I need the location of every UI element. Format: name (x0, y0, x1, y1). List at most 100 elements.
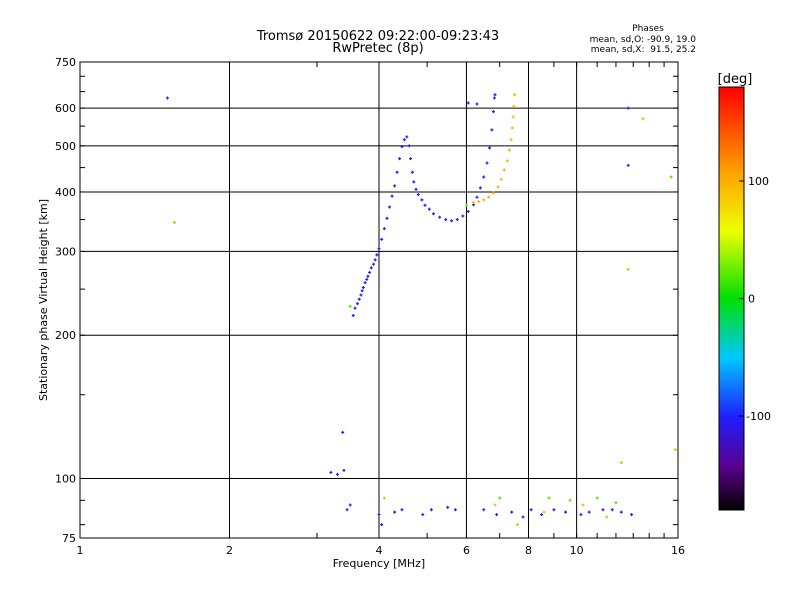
colorbar-tick-label: 100 (748, 175, 769, 188)
data-point-O (351, 314, 355, 318)
y-tick-label: 750 (55, 56, 76, 69)
data-point-X (487, 195, 491, 199)
y-tick-label: 300 (55, 245, 76, 258)
data-point-O (482, 508, 486, 512)
data-point-O (377, 513, 381, 517)
x-tick-label: 2 (226, 544, 233, 557)
data-point-X (507, 148, 511, 152)
x-tick-label: 4 (376, 544, 383, 557)
data-point-O (165, 96, 169, 100)
data-point-O (341, 430, 345, 434)
colorbar-tick-label: 0 (748, 293, 755, 306)
data-point-O (393, 510, 397, 514)
data-point-O (466, 209, 470, 213)
data-point-O (363, 281, 367, 285)
data-point-X (511, 115, 515, 119)
data-point-O (368, 270, 372, 274)
data-point-scatter (614, 501, 618, 505)
data-point-O (382, 227, 386, 231)
data-point-O (393, 184, 397, 188)
data-point-O (353, 306, 357, 310)
data-point-X (605, 515, 609, 519)
data-points (165, 93, 677, 527)
data-point-X (472, 201, 476, 205)
data-point-O (493, 93, 497, 97)
data-point-O (400, 145, 404, 149)
data-point-scatter (568, 498, 572, 502)
y-tick-label: 100 (55, 473, 76, 486)
data-point-scatter (669, 175, 673, 179)
data-point-O (366, 274, 370, 278)
data-point-O (336, 472, 340, 476)
data-point-O (485, 161, 489, 165)
data-point-O (492, 96, 496, 100)
data-point-X (515, 523, 519, 527)
data-point-X (477, 199, 481, 203)
data-point-X (491, 191, 495, 195)
data-point-O (461, 214, 465, 218)
data-point-O (510, 510, 514, 514)
data-point-scatter (547, 496, 551, 500)
data-point-O (495, 513, 499, 517)
y-tick-label: 75 (62, 532, 76, 545)
y-tick-label: 200 (55, 329, 76, 342)
data-point-O (478, 186, 482, 190)
x-axis-label: Frequency [MHz] (333, 557, 425, 570)
data-point-O (360, 289, 364, 293)
data-point-scatter (498, 496, 502, 500)
data-point-O (365, 277, 369, 281)
x-tick-label: 8 (525, 544, 532, 557)
data-point-X (382, 496, 386, 500)
data-point-O (521, 515, 525, 519)
data-point-O (446, 505, 450, 509)
data-point-O (423, 203, 427, 207)
data-point-O (455, 218, 459, 222)
data-point-O (450, 219, 454, 223)
data-point-X (499, 177, 503, 181)
data-point-O (416, 193, 420, 197)
data-point-O (552, 508, 556, 512)
data-point-X (509, 138, 513, 142)
data-point-O (579, 513, 583, 517)
data-point-O (414, 187, 418, 191)
data-point-scatter (595, 496, 599, 500)
data-point-O (564, 510, 568, 514)
data-point-X (542, 510, 546, 514)
data-point-O (375, 253, 379, 257)
data-point-O (359, 293, 363, 297)
x-tick-label: 6 (463, 544, 470, 557)
data-point-O (529, 508, 533, 512)
data-point-O (491, 110, 495, 114)
data-point-X (493, 503, 497, 507)
data-point-O (377, 247, 381, 251)
y-tick-label: 500 (55, 140, 76, 153)
data-point-O (361, 285, 365, 289)
data-point-O (372, 262, 376, 266)
data-point-O (412, 180, 416, 184)
data-point-X (619, 461, 623, 465)
data-point-O (610, 508, 614, 512)
data-point-O (390, 194, 394, 198)
data-point-X (482, 198, 486, 202)
data-point-scatter (464, 203, 468, 207)
data-point-O (400, 508, 404, 512)
data-point-O (587, 510, 591, 514)
data-point-O (429, 508, 433, 512)
data-point-O (395, 170, 399, 174)
data-point-O (385, 216, 389, 220)
data-point-X (505, 159, 509, 163)
data-point-O (380, 523, 384, 527)
data-point-X (673, 448, 677, 452)
x-tick-label: 16 (671, 544, 685, 557)
data-point-O (348, 503, 352, 507)
data-point-O (405, 135, 409, 139)
data-point-O (453, 508, 457, 512)
data-point-O (357, 297, 361, 301)
data-point-O (475, 102, 479, 106)
data-point-X (513, 93, 517, 97)
data-point-O (619, 510, 623, 514)
data-point-O (420, 198, 424, 202)
data-point-O (540, 513, 544, 517)
phase-stats-x: mean, sd,X: 91.5, 25.2 (591, 45, 696, 55)
